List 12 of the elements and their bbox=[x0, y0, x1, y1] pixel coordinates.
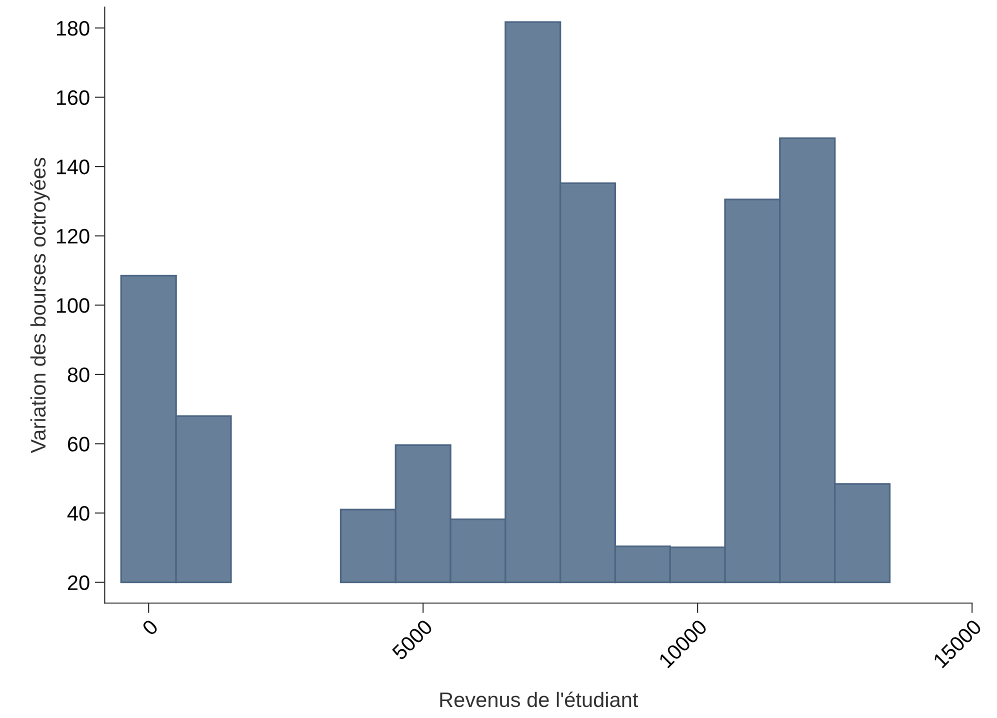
y-tick-label: 40 bbox=[67, 506, 90, 521]
y-tick-label: 100 bbox=[56, 298, 90, 313]
y-tick-label: 180 bbox=[56, 20, 90, 36]
y-tick-label: 120 bbox=[56, 228, 90, 244]
x-axis-title: Revenus de l'étudiant bbox=[440, 692, 638, 708]
y-axis-title: Variation des bourses octroyées bbox=[30, 158, 50, 454]
y-tick-label: 60 bbox=[68, 436, 90, 452]
y-tick-label: 20 bbox=[68, 575, 90, 590]
y-tick-label: 140 bbox=[56, 160, 90, 174]
x-tick-label: 0 bbox=[141, 618, 159, 636]
y-tick-label: 160 bbox=[56, 90, 90, 106]
y-tick-label: 80 bbox=[68, 367, 90, 382]
